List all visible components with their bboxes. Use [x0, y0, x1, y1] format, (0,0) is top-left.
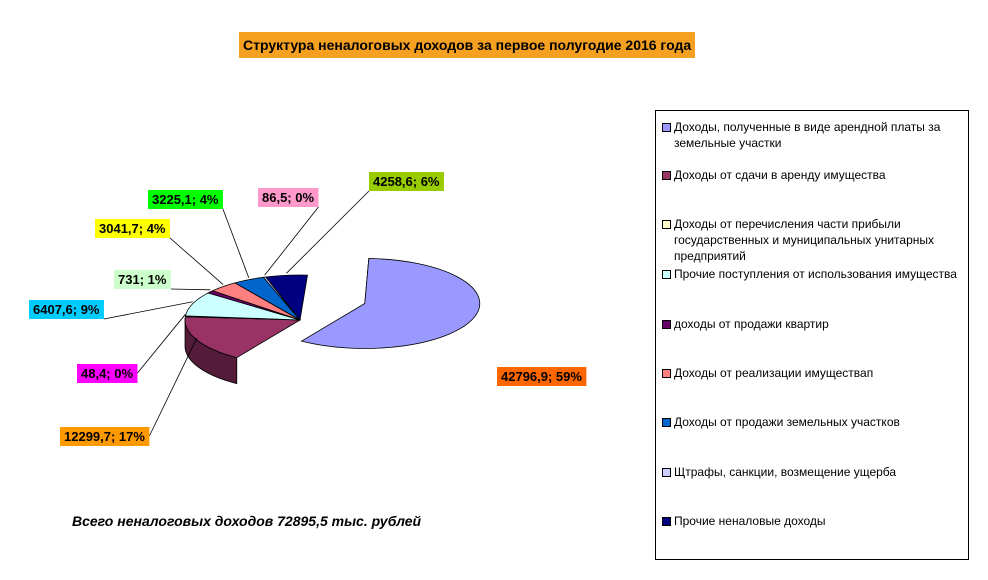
data-label-text: 12299,7; 17%	[64, 429, 145, 444]
data-label-box	[77, 364, 138, 383]
leader-line	[149, 337, 198, 437]
leader-line	[170, 288, 211, 291]
data-label-text: 4258,6; 6%	[373, 174, 440, 189]
data-label-text: 3225,1; 4%	[152, 192, 219, 207]
leader-line	[169, 237, 224, 285]
leader-line	[264, 206, 319, 276]
data-label-text: 6407,6; 9%	[33, 302, 100, 317]
pie-slice	[184, 316, 302, 359]
data-label: 48,4; 0%	[77, 364, 138, 383]
data-label: 3041,7; 4%	[95, 219, 170, 238]
legend-label: Доходы от продажи земельных участков	[674, 415, 900, 429]
legend-item: Доходы от перечисления части прибыли гос…	[662, 216, 962, 264]
data-label-text: 48,4; 0%	[81, 366, 133, 381]
pie-slice	[265, 274, 308, 321]
data-label: 12299,7; 17%	[60, 427, 150, 446]
legend-item: Прочие поступления от использования имущ…	[662, 266, 962, 282]
legend-label: Доходы от сдачи в аренду имущества	[674, 168, 886, 182]
data-label-box	[29, 300, 104, 319]
legend-item: Доходы, полученные в виде арендной платы…	[662, 119, 962, 151]
data-label: 42796,9; 59%	[497, 367, 587, 386]
legend-swatch	[662, 418, 671, 427]
legend-label: Доходы, полученные в виде арендной платы…	[674, 120, 941, 150]
chart-legend: Доходы, полученные в виде арендной платы…	[655, 110, 969, 560]
total-note: Всего неналоговых доходов 72895,5 тыс. р…	[72, 513, 422, 529]
legend-label: доходы от продажи квартир	[674, 317, 829, 331]
data-label: 731; 1%	[114, 270, 171, 289]
legend-item: Щтрафы, санкции, возмещение ущерба	[662, 464, 962, 480]
legend-swatch	[662, 123, 671, 132]
data-label-text: 86,5; 0%	[262, 190, 314, 205]
data-label-box	[114, 270, 171, 289]
legend-swatch	[662, 270, 671, 279]
leader-line	[286, 190, 370, 274]
legend-swatch	[662, 517, 671, 526]
legend-swatch	[662, 171, 671, 180]
legend-item: Доходы от реализации имуществап	[662, 365, 962, 381]
legend-label: Прочие неналовые доходы	[674, 514, 826, 528]
legend-label: Доходы от перечисления части прибыли гос…	[674, 217, 934, 263]
data-label-box	[95, 219, 170, 238]
data-label-box	[369, 172, 444, 191]
data-label-box	[258, 188, 319, 207]
legend-label: Доходы от реализации имуществап	[674, 366, 874, 380]
legend-item: Доходы от продажи земельных участков	[662, 414, 962, 430]
legend-swatch	[662, 320, 671, 329]
legend-label: Прочие поступления от использования имущ…	[674, 267, 957, 281]
legend-swatch	[662, 468, 671, 477]
data-label-text: 3041,7; 4%	[99, 221, 166, 236]
data-label-box	[497, 367, 587, 386]
leader-line	[222, 208, 250, 278]
data-label-box	[148, 190, 223, 209]
legend-label: Щтрафы, санкции, возмещение ущерба	[674, 465, 897, 479]
pie-slice	[300, 258, 481, 349]
legend-item: доходы от продажи квартир	[662, 316, 962, 332]
legend-swatch	[662, 369, 671, 378]
data-label-text: 42796,9; 59%	[501, 369, 582, 384]
data-label: 6407,6; 9%	[29, 300, 104, 319]
legend-item: Прочие неналовые доходы	[662, 513, 962, 529]
leader-line	[103, 301, 193, 320]
data-label: 86,5; 0%	[258, 188, 319, 207]
legend-item: Доходы от сдачи в аренду имущества	[662, 167, 962, 183]
chart-title: Структура неналоговых доходов за первое …	[239, 32, 696, 58]
data-label-box	[60, 427, 150, 446]
data-label-text: 731; 1%	[118, 272, 167, 287]
data-label: 3225,1; 4%	[148, 190, 223, 209]
leader-line	[137, 314, 186, 374]
legend-swatch	[662, 220, 671, 229]
data-label: 4258,6; 6%	[369, 172, 444, 191]
